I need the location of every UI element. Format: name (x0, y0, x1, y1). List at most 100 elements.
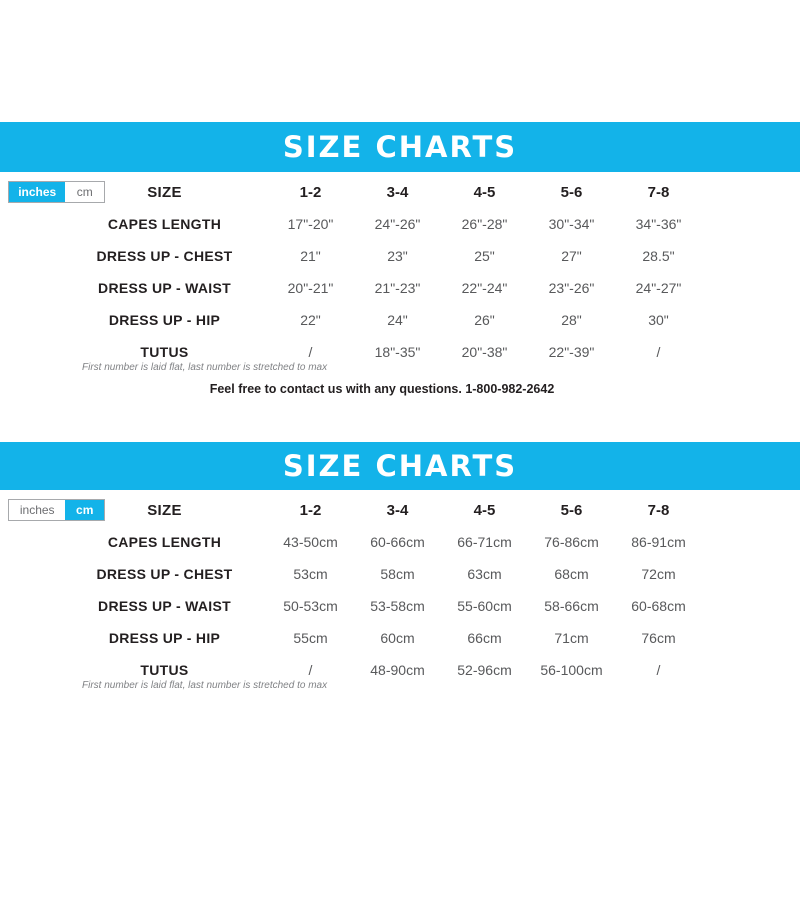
table-row: TUTUS / 48-90cm 52-96cm 56-100cm / (62, 654, 702, 686)
size-value: 76-86cm (544, 534, 599, 550)
size-value: 66-71cm (457, 534, 512, 550)
size-value: 60cm (380, 630, 415, 646)
size-value: 71cm (554, 630, 589, 646)
unit-toggle-inches[interactable]: inches (9, 182, 66, 202)
size-value: 43-50cm (283, 534, 338, 550)
unit-toggle-inches[interactable]: inches (19, 503, 55, 517)
size-value: 53cm (293, 566, 328, 582)
row-label: DRESS UP - CHEST (96, 248, 233, 264)
size-value: 58-66cm (544, 598, 599, 614)
size-value: 28.5" (642, 248, 675, 264)
column-header: 5-6 (560, 183, 583, 201)
size-value: 26"-28" (461, 216, 508, 232)
row-label: DRESS UP - HIP (108, 312, 221, 328)
table-header-row: SIZE 1-2 3-4 4-5 5-6 7-8 (62, 494, 702, 526)
row-label: TUTUS (140, 662, 189, 678)
table-row: DRESS UP - WAIST 50-53cm 53-58cm 55-60cm… (62, 590, 702, 622)
column-header: 3-4 (386, 183, 409, 201)
size-table-inches: inches cm SIZE 1-2 3-4 4-5 5-6 7-8 CAPES… (0, 172, 800, 396)
table-row: DRESS UP - CHEST 53cm 58cm 63cm 68cm 72c… (62, 558, 702, 590)
size-value: 22"-39" (548, 344, 595, 360)
row-label: DRESS UP - CHEST (96, 566, 233, 582)
column-header: 1-2 (299, 501, 322, 519)
size-value: 24"-26" (374, 216, 421, 232)
size-value: 27" (561, 248, 582, 264)
size-value: / (656, 662, 661, 678)
size-value: / (308, 344, 313, 360)
tutus-footnote: First number is laid flat, last number i… (82, 362, 328, 373)
table-row: TUTUS / 18"-35" 20"-38" 22"-39" / (62, 336, 702, 368)
column-header: 3-4 (386, 501, 409, 519)
size-value: 34"-36" (635, 216, 682, 232)
size-value: 56-100cm (540, 662, 603, 678)
size-value: 24"-27" (635, 280, 682, 296)
size-value: 55cm (293, 630, 328, 646)
size-value: 60-66cm (370, 534, 425, 550)
size-value: 17"-20" (287, 216, 334, 232)
unit-toggle: inches cm (8, 499, 105, 521)
column-header: 4-5 (473, 183, 496, 201)
size-value: 63cm (467, 566, 502, 582)
row-label: DRESS UP - WAIST (98, 598, 231, 614)
size-value: 20"-38" (461, 344, 508, 360)
size-value: 23" (387, 248, 408, 264)
size-value: 68cm (554, 566, 589, 582)
column-header: 7-8 (647, 501, 670, 519)
size-value: 25" (474, 248, 495, 264)
size-value: / (656, 344, 661, 360)
size-value: 52-96cm (457, 662, 512, 678)
column-header: 1-2 (299, 183, 322, 201)
table-row: DRESS UP - CHEST 21" 23" 25" 27" 28.5" (62, 240, 702, 272)
size-chart-inches: SIZE CHARTS inches cm SIZE 1-2 3-4 4-5 5… (0, 122, 800, 396)
table-row: DRESS UP - HIP 55cm 60cm 66cm 71cm 76cm (62, 622, 702, 654)
column-header-size: SIZE (147, 183, 182, 201)
column-header-size: SIZE (147, 501, 182, 519)
size-value: 30"-34" (548, 216, 595, 232)
size-value: 23"-26" (548, 280, 595, 296)
contact-note: Feel free to contact us with any questio… (209, 382, 555, 396)
size-chart-cm: SIZE CHARTS inches cm SIZE 1-2 3-4 4-5 5… (0, 442, 800, 691)
row-label: CAPES LENGTH (107, 534, 222, 550)
size-value: 66cm (467, 630, 502, 646)
column-header: 5-6 (560, 501, 583, 519)
table-row: CAPES LENGTH 17"-20" 24"-26" 26"-28" 30"… (62, 208, 702, 240)
size-value: 21"-23" (374, 280, 421, 296)
row-label: CAPES LENGTH (107, 216, 222, 232)
size-value: 28" (561, 312, 582, 328)
size-value: 48-90cm (370, 662, 425, 678)
size-charts-banner: SIZE CHARTS (0, 442, 800, 490)
table-header-row: SIZE 1-2 3-4 4-5 5-6 7-8 (62, 176, 702, 208)
table-row: CAPES LENGTH 43-50cm 60-66cm 66-71cm 76-… (62, 526, 702, 558)
size-value: 55-60cm (457, 598, 512, 614)
size-charts-title: SIZE CHARTS (282, 130, 518, 164)
size-value: 58cm (380, 566, 415, 582)
tutus-footnote: First number is laid flat, last number i… (82, 680, 328, 691)
row-label: TUTUS (140, 344, 189, 360)
table-row: DRESS UP - WAIST 20"-21" 21"-23" 22"-24"… (62, 272, 702, 304)
size-value: 60-68cm (631, 598, 686, 614)
table-row: DRESS UP - HIP 22" 24" 26" 28" 30" (62, 304, 702, 336)
size-value: 18"-35" (374, 344, 421, 360)
size-value: 26" (474, 312, 495, 328)
size-value: 53-58cm (370, 598, 425, 614)
row-label: DRESS UP - HIP (108, 630, 221, 646)
size-value: / (308, 662, 313, 678)
unit-toggle: inches cm (8, 181, 105, 203)
column-header: 4-5 (473, 501, 496, 519)
size-charts-banner: SIZE CHARTS (0, 122, 800, 172)
column-header: 7-8 (647, 183, 670, 201)
unit-toggle-cm[interactable]: cm (65, 500, 104, 520)
size-value: 72cm (641, 566, 676, 582)
unit-toggle-cm[interactable]: cm (76, 185, 93, 199)
size-value: 76cm (641, 630, 676, 646)
size-charts-title: SIZE CHARTS (282, 449, 518, 483)
size-value: 50-53cm (283, 598, 338, 614)
size-value: 22" (300, 312, 321, 328)
size-value: 21" (300, 248, 321, 264)
size-value: 24" (387, 312, 408, 328)
size-table-cm: inches cm SIZE 1-2 3-4 4-5 5-6 7-8 CAPES… (0, 490, 800, 691)
size-value: 30" (648, 312, 669, 328)
size-value: 22"-24" (461, 280, 508, 296)
size-value: 20"-21" (287, 280, 334, 296)
size-value: 86-91cm (631, 534, 686, 550)
